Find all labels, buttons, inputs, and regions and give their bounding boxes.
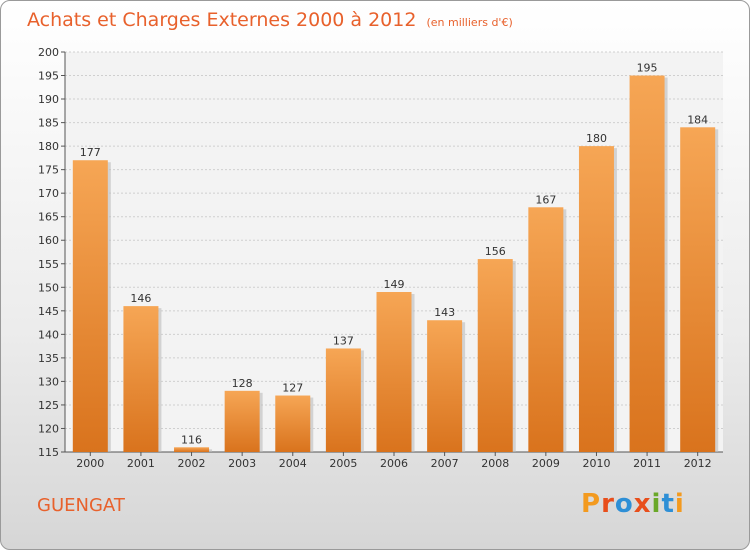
bar-2000 xyxy=(72,160,108,452)
bar-2008 xyxy=(477,259,513,452)
bar-2004 xyxy=(275,395,311,452)
bar-2006 xyxy=(376,292,412,452)
y-tick-label: 130 xyxy=(38,375,59,388)
data-label: 195 xyxy=(637,62,658,75)
bar-2002 xyxy=(174,447,210,452)
data-labels: 177 146 116 128 127 137 149 143 156 167 180 195 184 xyxy=(80,62,708,447)
data-label: 146 xyxy=(130,292,151,305)
data-label: 137 xyxy=(333,334,354,347)
bar-2011 xyxy=(629,75,665,452)
y-tick-label: 125 xyxy=(38,399,59,412)
logo-letter: P xyxy=(581,489,602,519)
data-label: 184 xyxy=(687,113,708,126)
bars xyxy=(72,75,719,452)
data-label: 116 xyxy=(181,433,202,446)
bar-2010 xyxy=(578,146,614,452)
x-tick-label: 2011 xyxy=(633,457,661,470)
y-tick-label: 180 xyxy=(38,140,59,153)
y-tick-label: 185 xyxy=(38,117,59,130)
data-label: 167 xyxy=(535,193,556,206)
data-label: 128 xyxy=(232,377,253,390)
logo-letter: t xyxy=(661,489,675,519)
x-tick-label: 2000 xyxy=(76,457,104,470)
bar-2005 xyxy=(325,348,361,452)
y-tick-label: 195 xyxy=(38,70,59,83)
y-tick-label: 145 xyxy=(38,305,59,318)
y-tick-label: 120 xyxy=(38,422,59,435)
y-tick-label: 170 xyxy=(38,187,59,200)
y-tick-label: 190 xyxy=(38,93,59,106)
bar-2007 xyxy=(427,320,463,452)
x-tick-label: 2004 xyxy=(279,457,307,470)
data-label: 156 xyxy=(485,245,506,258)
data-label: 180 xyxy=(586,132,607,145)
bar-2009 xyxy=(528,207,564,452)
y-tick-label: 150 xyxy=(38,281,59,294)
x-tick-label: 2001 xyxy=(127,457,155,470)
y-tick-label: 140 xyxy=(38,328,59,341)
y-tick-label: 165 xyxy=(38,211,59,224)
logo-letter: x xyxy=(633,489,652,519)
bar-2003 xyxy=(224,390,260,452)
x-tick-label: 2007 xyxy=(431,457,459,470)
data-label: 177 xyxy=(80,146,101,159)
logo-letter: o xyxy=(614,489,634,519)
x-tick-label: 2012 xyxy=(684,457,712,470)
logo-letter: r xyxy=(601,489,615,519)
y-tick-label: 135 xyxy=(38,352,59,365)
x-tick-label: 2010 xyxy=(582,457,610,470)
x-tick-label: 2009 xyxy=(532,457,560,470)
logo-letter: i xyxy=(651,489,662,519)
chart-title: Achats et Charges Externes 2000 à 2012 (e… xyxy=(27,9,513,31)
x-tick-label: 2005 xyxy=(329,457,357,470)
bar-2012 xyxy=(680,127,716,452)
x-tick-label: 2003 xyxy=(228,457,256,470)
logo-letter: i xyxy=(674,489,685,519)
data-label: 143 xyxy=(434,306,455,319)
y-tick-label: 160 xyxy=(38,234,59,247)
y-tick-label: 200 xyxy=(38,46,59,59)
y-tick-label: 115 xyxy=(38,446,59,459)
x-tick-label: 2006 xyxy=(380,457,408,470)
chart-subtitle: (en milliers d'€) xyxy=(426,16,513,29)
y-tick-label: 155 xyxy=(38,258,59,271)
y-tick-label: 175 xyxy=(38,164,59,177)
place-name: GUENGAT xyxy=(37,495,125,516)
bar-2001 xyxy=(123,306,159,452)
x-tick-label: 2008 xyxy=(481,457,509,470)
axes: 115 120 125 130 135 140 145 150 155 160 165 170 175 1… xyxy=(38,46,723,470)
data-label: 149 xyxy=(384,278,405,291)
proxiti-logo: Proxiti xyxy=(581,489,685,519)
data-label: 127 xyxy=(282,382,303,395)
x-tick-label: 2002 xyxy=(178,457,206,470)
chart-title-text: Achats et Charges Externes 2000 à 2012 xyxy=(27,9,417,31)
